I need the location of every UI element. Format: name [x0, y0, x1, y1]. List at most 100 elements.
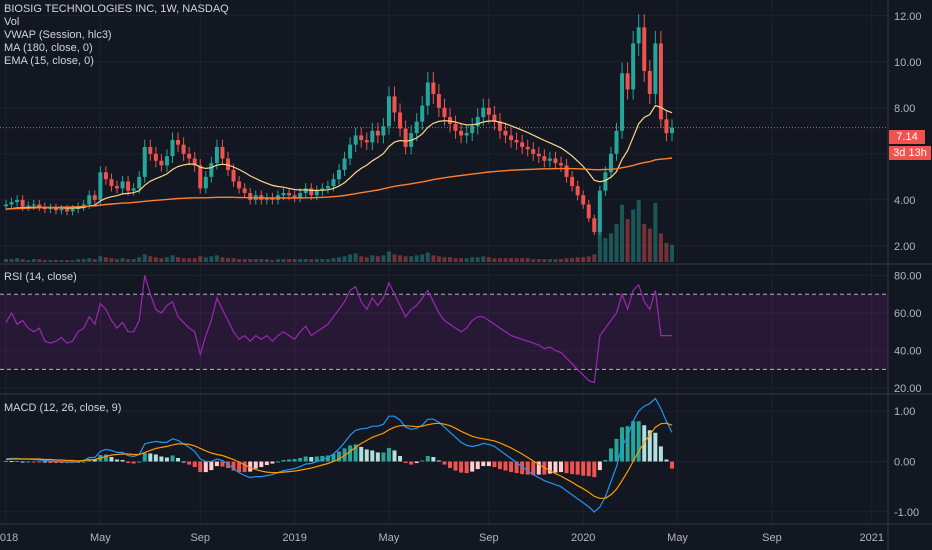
- legend-ema[interactable]: EMA (15, close, 0): [4, 55, 94, 67]
- macd-histogram-bar: [608, 448, 613, 462]
- macd-histogram-bar: [42, 461, 47, 463]
- candle-body: [98, 172, 103, 200]
- volume-bar: [536, 259, 541, 262]
- macd-histogram-bar: [20, 461, 25, 463]
- macd-histogram-bar: [170, 455, 175, 462]
- volume-bar: [37, 259, 42, 262]
- volume-bar: [420, 254, 425, 262]
- candle-body: [226, 158, 230, 170]
- volume-bar: [381, 255, 386, 262]
- volume-bar: [392, 254, 397, 262]
- macd-histogram-bar: [514, 461, 519, 474]
- macd-title[interactable]: MACD (12, 26, close, 9): [4, 402, 122, 414]
- macd-histogram-bar: [314, 456, 319, 462]
- x-tick-label: 2019: [282, 532, 306, 544]
- macd-histogram-bar: [386, 447, 391, 462]
- volume-bar: [375, 256, 380, 262]
- macd-histogram-bar: [4, 461, 8, 463]
- candle-body: [414, 121, 419, 134]
- macd-histogram-bar: [325, 455, 330, 462]
- volume-bar: [87, 258, 92, 262]
- legend-vwap[interactable]: VWAP (Session, hlc3): [4, 29, 112, 41]
- volume-bars: [4, 200, 674, 262]
- volume-bar: [592, 254, 597, 262]
- volume-bar: [670, 244, 674, 262]
- price-candles: [4, 14, 674, 236]
- volume-bar: [325, 259, 330, 262]
- macd-histogram-bar: [320, 455, 325, 462]
- volume-bar: [509, 258, 514, 262]
- volume-bar: [353, 253, 358, 262]
- x-tick-label: May: [379, 532, 400, 544]
- candle-body: [459, 130, 464, 136]
- legend-ma[interactable]: MA (180, close, 0): [4, 42, 93, 54]
- legend-vol[interactable]: Vol: [4, 16, 20, 28]
- macd-histogram-bar: [37, 461, 42, 463]
- volume-bar: [176, 257, 181, 262]
- volume-bar: [226, 258, 230, 262]
- candle-body: [608, 153, 613, 173]
- volume-bar: [170, 255, 175, 262]
- candle-body: [392, 96, 397, 113]
- y-tick-label-price: 2.00: [894, 241, 915, 253]
- moving-averages: [0, 104, 888, 210]
- y-tick-label-macd: 1.00: [894, 406, 915, 418]
- symbol-title[interactable]: BIOSIG TECHNOLOGIES INC, 1W, NASDAQ: [4, 3, 229, 15]
- candle-body: [298, 192, 303, 198]
- candle-body: [159, 160, 164, 166]
- candle-body: [658, 43, 663, 120]
- macd-histogram-bar: [298, 457, 303, 462]
- volume-bar: [231, 258, 236, 262]
- candle-body: [503, 130, 508, 136]
- y-tick-label-price: 10.00: [894, 57, 922, 69]
- candle-body: [342, 158, 347, 170]
- macd-histogram-bar: [559, 461, 563, 473]
- macd-histogram-bar: [15, 461, 20, 463]
- y-tick-label-price: 4.00: [894, 195, 915, 207]
- volume-bar: [547, 259, 552, 262]
- rsi-pane: [0, 275, 888, 384]
- volume-bar: [137, 257, 142, 262]
- macd-histogram-bar: [525, 461, 530, 475]
- candle-body: [331, 179, 336, 187]
- rsi-line: [5, 275, 672, 384]
- volume-bar: [153, 257, 158, 262]
- volume-bar: [647, 228, 652, 262]
- volume-bar: [270, 260, 275, 262]
- macd-histogram-bar: [48, 461, 53, 464]
- volume-bar: [248, 259, 253, 262]
- candle-body: [270, 197, 275, 200]
- macd-histogram-bar: [364, 449, 369, 462]
- macd-histogram-bar: [670, 461, 674, 469]
- volume-bar: [564, 258, 569, 262]
- macd-histogram-bar: [159, 456, 164, 462]
- candle-body: [475, 117, 480, 127]
- volume-bar: [409, 256, 414, 262]
- macd-histogram-bar: [359, 446, 364, 462]
- macd-histogram-bar: [625, 426, 630, 462]
- candle-body: [176, 140, 181, 145]
- volume-bar: [448, 257, 452, 262]
- macd-histogram-bar: [337, 451, 341, 462]
- volume-bar: [76, 259, 81, 262]
- macd-histogram-bar: [492, 461, 497, 468]
- volume-bar: [531, 259, 536, 262]
- macd-histogram-bar: [420, 460, 425, 462]
- volume-bar: [337, 257, 341, 262]
- macd-histogram-bar: [509, 461, 514, 473]
- candle-body: [109, 179, 114, 187]
- macd-histogram-bar: [425, 455, 430, 462]
- macd-histogram-bar: [520, 461, 525, 475]
- candle-body: [536, 153, 541, 157]
- rsi-title[interactable]: RSI (14, close): [4, 271, 77, 283]
- macd-histogram-bar: [403, 461, 408, 464]
- volume-bar: [20, 259, 25, 262]
- macd-histogram-bar: [431, 456, 436, 462]
- candle-body: [220, 146, 225, 159]
- candle-body: [170, 140, 175, 157]
- macd-histogram-bar: [475, 461, 480, 470]
- candle-body: [187, 153, 192, 159]
- macd-histogram-bar: [292, 459, 297, 462]
- macd-histogram-bar: [231, 461, 236, 471]
- macd-histogram-bar: [636, 421, 641, 462]
